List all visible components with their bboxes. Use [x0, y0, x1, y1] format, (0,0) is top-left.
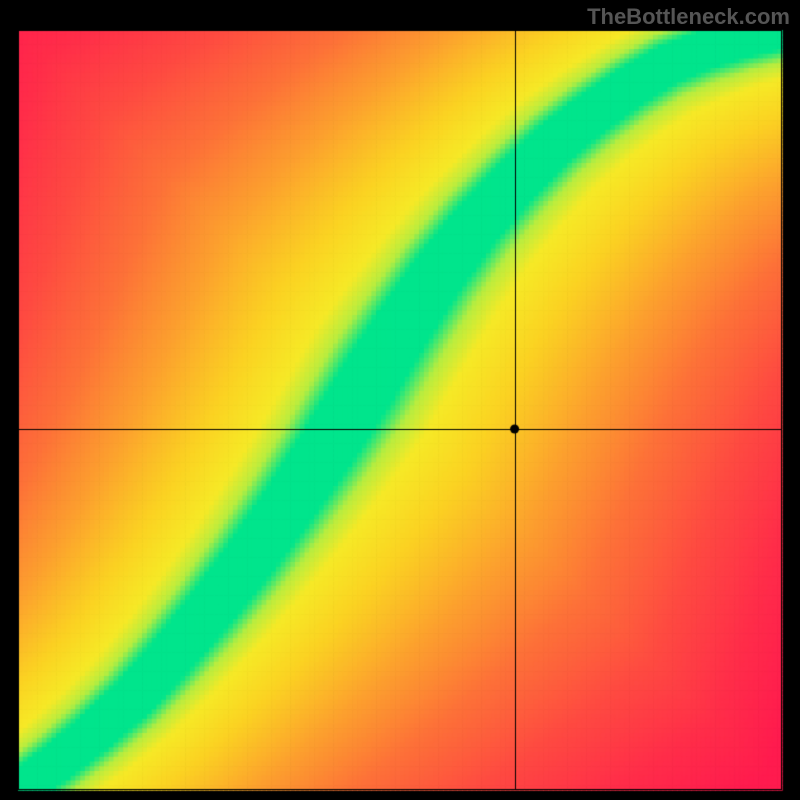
watermark-text: TheBottleneck.com — [587, 4, 790, 30]
bottleneck-heatmap — [0, 0, 800, 800]
